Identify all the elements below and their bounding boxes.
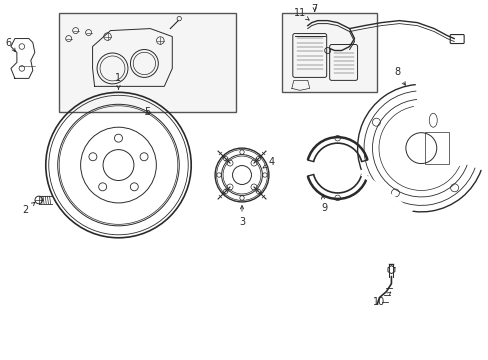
Text: 11: 11 — [293, 8, 308, 20]
Text: 10: 10 — [373, 292, 390, 306]
Text: 4: 4 — [263, 157, 274, 168]
Text: 7: 7 — [311, 4, 317, 14]
Text: 8: 8 — [393, 67, 405, 85]
Text: 2: 2 — [22, 202, 35, 215]
Text: 3: 3 — [239, 206, 244, 227]
Text: 1: 1 — [115, 73, 122, 89]
FancyBboxPatch shape — [59, 13, 236, 112]
Text: 9: 9 — [321, 195, 327, 213]
FancyBboxPatch shape — [281, 13, 377, 92]
Text: 5: 5 — [144, 107, 150, 117]
Text: 6: 6 — [6, 37, 15, 52]
